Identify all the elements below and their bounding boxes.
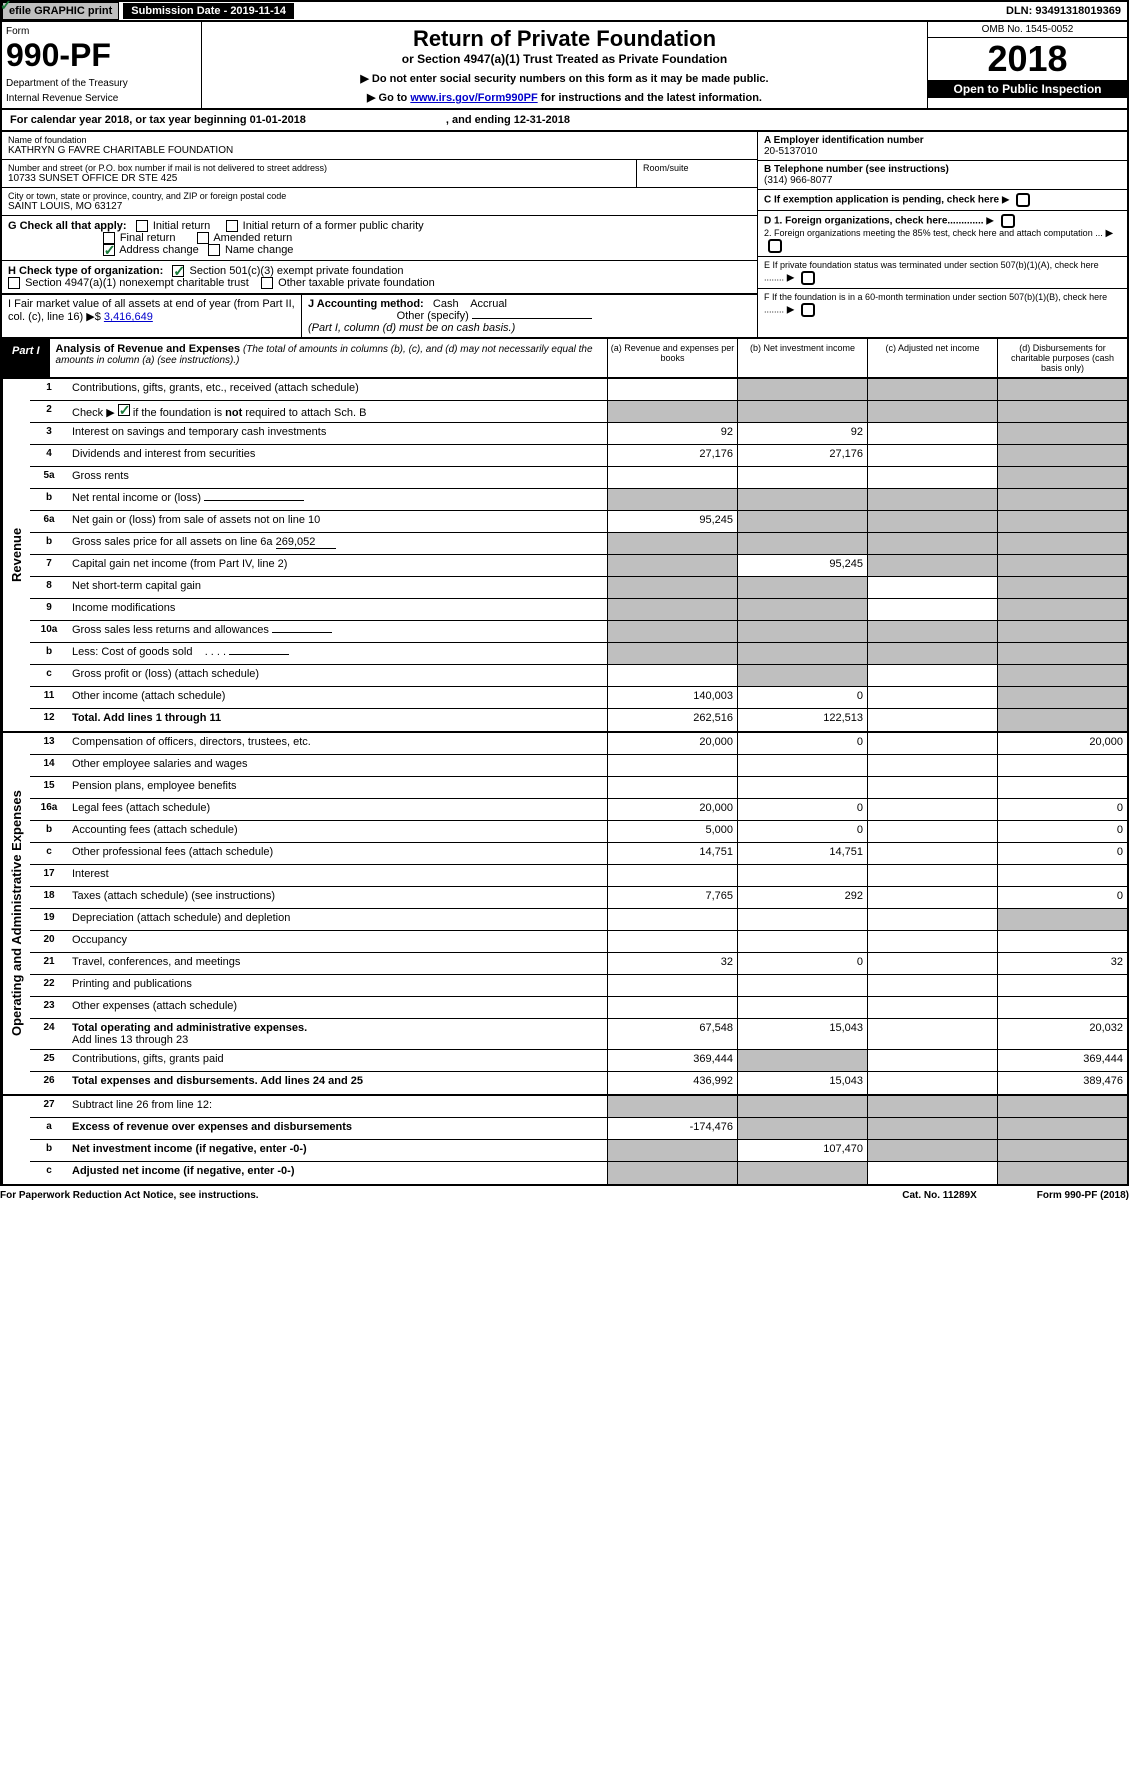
g-label: G Check all that apply: xyxy=(8,220,127,232)
goto-note: ▶ Go to www.irs.gov/Form990PF for instru… xyxy=(212,91,917,104)
irs-label: Internal Revenue Service xyxy=(6,93,197,104)
efile-badge: efile GRAPHIC print xyxy=(2,2,119,20)
cb-exemption-pending[interactable] xyxy=(1016,193,1030,207)
cb-4947[interactable] xyxy=(8,277,20,289)
cb-501c3[interactable]: ✓ xyxy=(172,265,184,277)
open-public: Open to Public Inspection xyxy=(928,80,1127,98)
line27-section: 27Subtract line 26 from line 12: aExcess… xyxy=(0,1096,1129,1186)
revenue-side-label: Revenue xyxy=(2,379,30,731)
calendar-year-row: For calendar year 2018, or tax year begi… xyxy=(0,110,1129,132)
city-state-zip: SAINT LOUIS, MO 63127 xyxy=(8,201,751,212)
cb-foreign-org[interactable] xyxy=(1001,214,1015,228)
cb-amended[interactable] xyxy=(197,232,209,244)
cb-60month[interactable] xyxy=(801,303,815,317)
omb-number: OMB No. 1545-0052 xyxy=(928,22,1127,38)
foundation-name: KATHRYN G FAVRE CHARITABLE FOUNDATION xyxy=(8,145,751,156)
j-label: J Accounting method: xyxy=(308,298,424,310)
cb-name-change[interactable] xyxy=(208,244,220,256)
cb-status-terminated[interactable] xyxy=(801,271,815,285)
expenses-section: Operating and Administrative Expenses 13… xyxy=(0,733,1129,1096)
col-c-header: (c) Adjusted net income xyxy=(867,339,997,377)
cat-no: Cat. No. 11289X xyxy=(902,1190,976,1201)
form-number: 990-PF xyxy=(6,37,197,74)
dln: DLN: 93491318019369 xyxy=(1000,3,1127,19)
f-label: F If the foundation is in a 60-month ter… xyxy=(764,292,1107,315)
expenses-side-label: Operating and Administrative Expenses xyxy=(2,733,30,1094)
a-label: A Employer identification number xyxy=(764,135,924,146)
form-word: Form xyxy=(6,26,197,37)
room-label: Room/suite xyxy=(643,163,751,173)
phone: (314) 966-8077 xyxy=(764,175,832,186)
addr-label: Number and street (or P.O. box number if… xyxy=(8,163,630,173)
cb-85pct[interactable] xyxy=(768,239,782,253)
name-label: Name of foundation xyxy=(8,135,751,145)
cb-address-change[interactable]: ✓ xyxy=(103,244,115,256)
j-note: (Part I, column (d) must be on cash basi… xyxy=(308,322,515,334)
cb-other-taxable[interactable] xyxy=(261,277,273,289)
part1-header: Part I Analysis of Revenue and Expenses … xyxy=(0,339,1129,379)
form-ref: Form 990-PF (2018) xyxy=(1037,1190,1129,1201)
d2-label: 2. Foreign organizations meeting the 85%… xyxy=(764,228,1103,238)
cb-sch-b[interactable]: ✓ xyxy=(118,404,130,416)
dept-treasury: Department of the Treasury xyxy=(6,78,197,89)
city-label: City or town, state or province, country… xyxy=(8,191,751,201)
d1-label: D 1. Foreign organizations, check here..… xyxy=(764,216,984,227)
ssn-warning: ▶ Do not enter social security numbers o… xyxy=(212,72,917,85)
paperwork-notice: For Paperwork Reduction Act Notice, see … xyxy=(0,1190,259,1201)
cb-initial-former[interactable] xyxy=(226,220,238,232)
h-label: H Check type of organization: xyxy=(8,265,163,277)
col-b-header: (b) Net investment income xyxy=(737,339,867,377)
col-a-header: (a) Revenue and expenses per books xyxy=(607,339,737,377)
irs-link[interactable]: www.irs.gov/Form990PF xyxy=(410,92,537,104)
tax-year: 2018 xyxy=(928,38,1127,80)
c-label: C If exemption application is pending, c… xyxy=(764,195,999,206)
submission-date: Submission Date - 2019-11-14 xyxy=(123,3,294,19)
form-header: Form 990-PF Department of the Treasury I… xyxy=(0,22,1129,110)
entity-info: Name of foundation KATHRYN G FAVRE CHARI… xyxy=(0,132,1129,339)
fmv-value[interactable]: 3,416,649 xyxy=(104,311,153,323)
street-address: 10733 SUNSET OFFICE DR STE 425 xyxy=(8,173,630,184)
ein: 20-5137010 xyxy=(764,146,817,157)
top-bar: efile GRAPHIC print Submission Date - 20… xyxy=(0,0,1129,22)
form-title: Return of Private Foundation xyxy=(212,26,917,52)
page-footer: For Paperwork Reduction Act Notice, see … xyxy=(0,1186,1129,1205)
part1-label: Part I xyxy=(2,339,50,377)
b-label: B Telephone number (see instructions) xyxy=(764,164,949,175)
revenue-section: Revenue 1Contributions, gifts, grants, e… xyxy=(0,379,1129,733)
cb-initial[interactable] xyxy=(136,220,148,232)
form-subtitle: or Section 4947(a)(1) Trust Treated as P… xyxy=(212,52,917,66)
col-d-header: (d) Disbursements for charitable purpose… xyxy=(997,339,1127,377)
